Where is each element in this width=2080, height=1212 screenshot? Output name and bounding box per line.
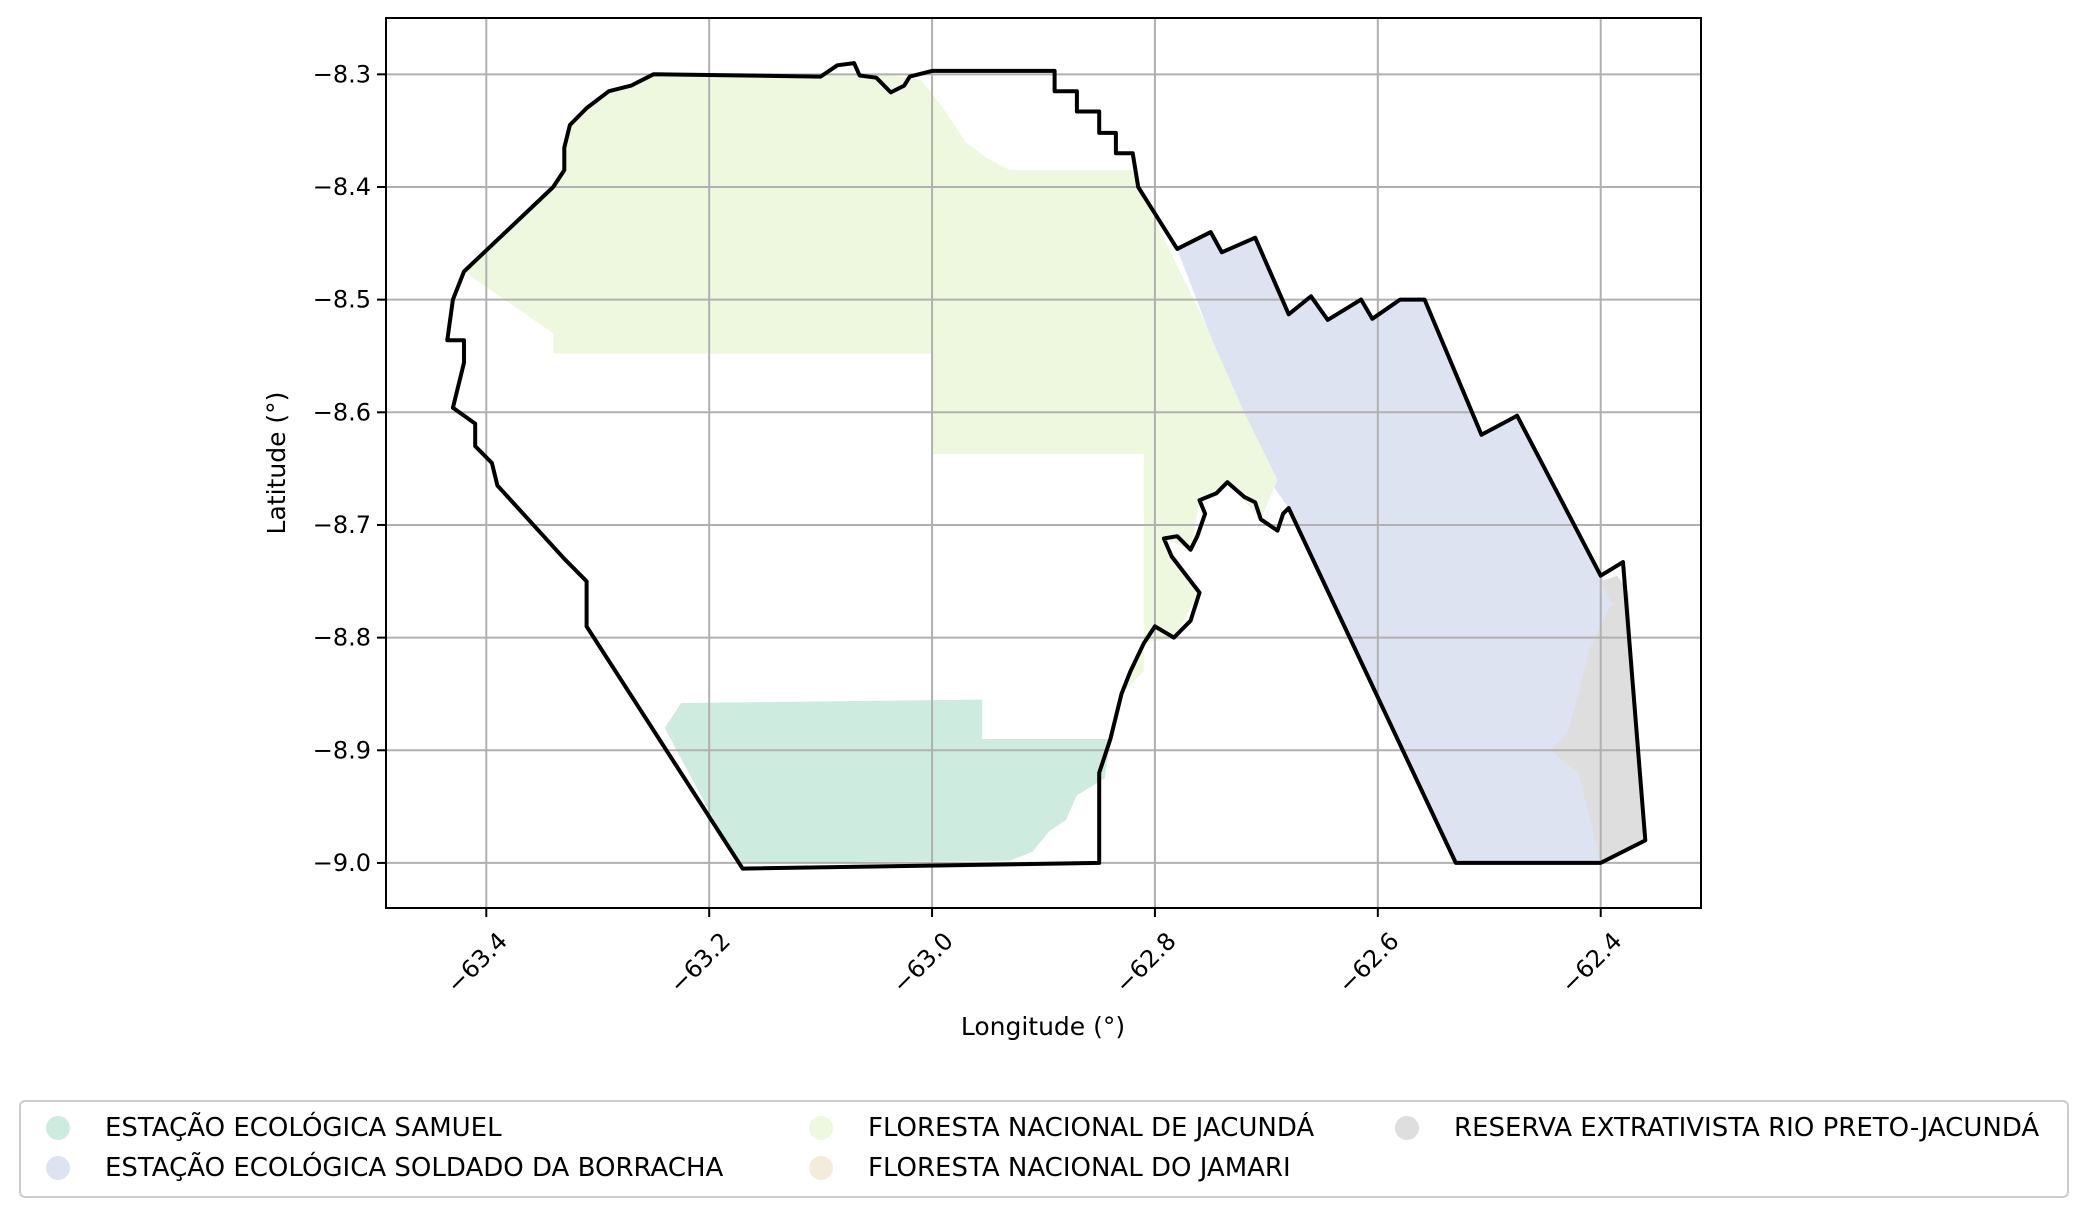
- y-tick-label: −8.9: [313, 736, 371, 764]
- y-tick-label: −9.0: [313, 849, 371, 877]
- legend-marker-estacao-ecologica-samuel: [46, 1116, 70, 1140]
- y-axis-ticks: −8.3 −8.4 −8.5 −8.6 −8.7 −8.8 −8.9 −9.0: [313, 60, 386, 877]
- legend-marker-estacao-ecologica-soldado-da-borracha: [46, 1156, 70, 1180]
- y-tick-label: −8.4: [313, 173, 371, 201]
- legend-marker-floresta-nacional-de-jacunda: [809, 1116, 833, 1140]
- legend-marker-floresta-nacional-do-jamari: [809, 1156, 833, 1180]
- legend-frame: [19, 1100, 2069, 1198]
- legend-label-floresta-nacional-de-jacunda: FLORESTA NACIONAL DE JACUNDÁ: [868, 1111, 1314, 1143]
- region-floresta-nacional-de-jacunda: [464, 74, 1278, 694]
- legend-label-estacao-ecologica-samuel: ESTAÇÃO ECOLÓGICA SAMUEL: [105, 1111, 502, 1143]
- protected-areas-layer: [464, 74, 1644, 863]
- x-tick-label: −63.0: [887, 927, 959, 999]
- y-tick-label: −8.8: [313, 624, 371, 652]
- x-axis-ticks: −63.4 −63.2 −63.0 −62.8 −62.6 −62.4: [441, 908, 1627, 999]
- plot-area: [385, 17, 1702, 909]
- legend: ESTAÇÃO ECOLÓGICA SAMUEL ESTAÇÃO ECOLÓGIC…: [19, 1100, 2069, 1198]
- legend-label-reserva-extrativista-rio-preto-jacunda: RESERVA EXTRATIVISTA RIO PRETO-JACUNDÁ: [1454, 1111, 2039, 1143]
- x-tick-label: −62.8: [1110, 927, 1182, 999]
- municipality-boundary-layer: [445, 61, 1648, 871]
- region-estacao-ecologica-soldado-da-borracha: [1177, 232, 1612, 863]
- region-reserva-extrativista-rio-preto-jacunda: [1550, 575, 1644, 863]
- municipality-boundary: [445, 61, 1648, 871]
- x-tick-label: −62.6: [1333, 927, 1405, 999]
- grid-layer: [386, 18, 1701, 908]
- plot-frame: [385, 17, 1702, 909]
- x-tick-label: −63.4: [441, 927, 513, 999]
- y-tick-label: −8.3: [313, 60, 371, 88]
- y-tick-label: −8.7: [313, 511, 371, 539]
- legend-label-floresta-nacional-do-jamari: FLORESTA NACIONAL DO JAMARI: [868, 1153, 1291, 1183]
- x-axis-title: Longitude (°): [961, 1012, 1125, 1041]
- y-tick-label: −8.6: [313, 398, 371, 426]
- x-tick-label: −63.2: [664, 927, 736, 999]
- legend-items: ESTAÇÃO ECOLÓGICA SAMUEL ESTAÇÃO ECOLÓGIC…: [46, 1111, 2039, 1183]
- legend-label-estacao-ecologica-soldado-da-borracha: ESTAÇÃO ECOLÓGICA SOLDADO DA BORRACHA: [105, 1151, 724, 1183]
- region-estacao-ecologica-samuel: [664, 699, 1111, 863]
- y-tick-label: −8.5: [313, 286, 371, 314]
- legend-marker-reserva-extrativista-rio-preto-jacunda: [1395, 1116, 1419, 1140]
- x-tick-label: −62.4: [1556, 927, 1628, 999]
- y-axis-title: Latitude (°): [262, 392, 291, 535]
